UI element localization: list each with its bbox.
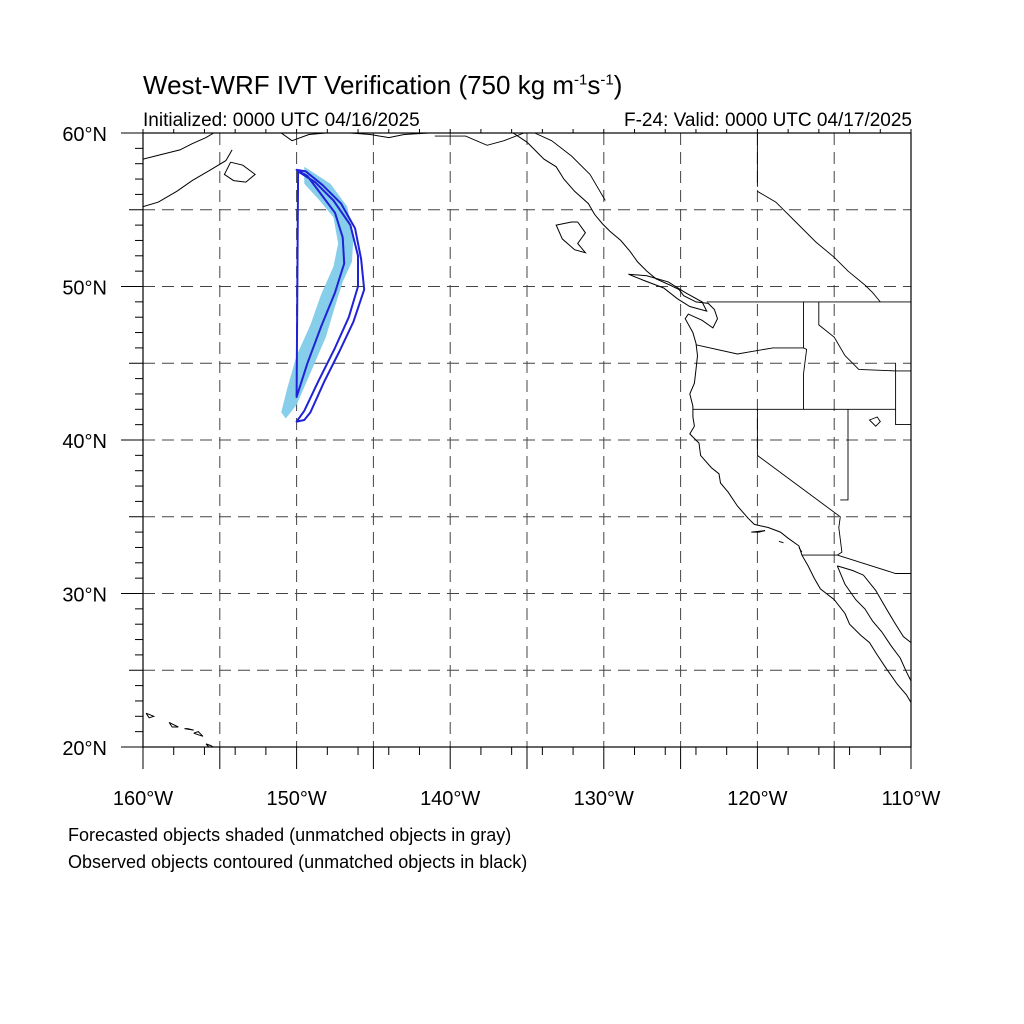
coastline xyxy=(628,273,708,312)
political-border xyxy=(757,190,881,303)
political-border xyxy=(695,344,804,355)
coastline xyxy=(512,133,911,703)
coastline xyxy=(223,161,256,183)
lat-label: 30°N xyxy=(62,585,107,607)
coastline xyxy=(145,712,156,719)
political-border xyxy=(798,547,803,553)
coastline xyxy=(143,133,214,160)
political-border xyxy=(837,554,911,574)
init-time-label: Initialized: 0000 UTC 04/16/2025 xyxy=(143,110,420,131)
coastline xyxy=(555,221,587,254)
lon-label: 110°W xyxy=(882,788,941,810)
political-border xyxy=(756,409,843,556)
lat-label: 50°N xyxy=(62,278,107,300)
observed-note: Observed objects contoured (unmatched ob… xyxy=(68,852,528,872)
lon-label: 120°W xyxy=(727,788,787,810)
coastline xyxy=(184,728,194,731)
lat-label: 60°N xyxy=(62,124,107,146)
lon-label: 150°W xyxy=(266,788,326,810)
lat-label: 20°N xyxy=(62,738,107,760)
political-border xyxy=(534,133,606,201)
political-border xyxy=(803,301,808,410)
forecast-note: Forecasted objects shaded (unmatched obj… xyxy=(68,825,512,845)
coastline xyxy=(205,743,214,747)
coastline xyxy=(168,721,179,728)
coastline xyxy=(837,565,911,643)
observed-ivt-contour xyxy=(295,168,366,423)
political-border xyxy=(434,133,525,146)
coastline xyxy=(836,565,911,682)
coastline xyxy=(778,540,784,544)
lon-label: 140°W xyxy=(420,788,480,810)
axis-ticks xyxy=(121,129,912,769)
lat-label: 40°N xyxy=(62,431,107,453)
map-title: West-WRF IVT Verification (750 kg m-1s-1… xyxy=(143,70,623,100)
valid-time-label: F-24: Valid: 0000 UTC 04/17/2025 xyxy=(624,110,912,131)
political-border xyxy=(840,409,849,501)
coastline xyxy=(143,149,233,208)
forecast-ivt-object xyxy=(281,166,354,419)
basemap xyxy=(143,133,911,747)
coastline xyxy=(280,133,326,142)
lon-label: 130°W xyxy=(574,788,634,810)
axis-labels: 60°N 50°N 40°N 30°N 20°N 160°W 150°W 140°W 130°W… xyxy=(62,124,940,810)
graticule xyxy=(143,133,911,747)
political-border xyxy=(895,363,911,426)
coastline xyxy=(193,731,204,737)
coastline xyxy=(751,530,766,533)
lake-outline xyxy=(868,416,881,427)
political-border xyxy=(818,301,911,372)
coastline xyxy=(350,133,429,139)
lon-label: 160°W xyxy=(113,788,173,810)
ivt-objects xyxy=(281,166,366,423)
